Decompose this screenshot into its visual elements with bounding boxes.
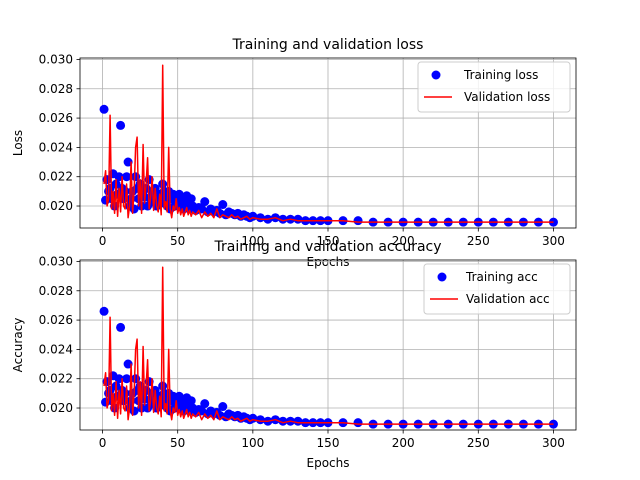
loss-train-point <box>158 179 168 189</box>
accuracy-xtick-label-1: 50 <box>170 436 185 450</box>
loss-chart-legend: Training loss Validation loss <box>417 61 571 113</box>
accuracy-train-point <box>200 399 210 409</box>
loss-legend-val-label: Validation loss <box>464 90 550 104</box>
loss-xtick-label-6: 300 <box>542 234 565 248</box>
accuracy-ytick-label-1: 0.022 <box>39 372 73 386</box>
loss-xtick-label-4: 200 <box>392 234 415 248</box>
loss-ytick-label-2: 0.024 <box>39 140 73 154</box>
accuracy-train-point <box>293 416 303 426</box>
accuracy-ytick-label-4: 0.028 <box>39 284 73 298</box>
loss-chart-title: Training and validation loss <box>232 37 424 53</box>
loss-chart-ylabel: Loss <box>11 130 25 156</box>
loss-legend-train-label: Training loss <box>463 68 538 82</box>
accuracy-chart-ylabel: Accuracy <box>11 318 25 373</box>
accuracy-train-point <box>99 306 109 316</box>
accuracy-train-point <box>255 415 265 425</box>
accuracy-ytick-label-5: 0.030 <box>39 254 73 268</box>
loss-train-point <box>116 120 126 130</box>
accuracy-chart-title: Training and validation accuracy <box>213 239 441 255</box>
accuracy-ytick-label-3: 0.026 <box>39 313 73 327</box>
loss-val-line <box>103 64 554 223</box>
loss-xtick-label-1: 50 <box>170 234 185 248</box>
loss-legend-box <box>417 61 571 113</box>
accuracy-xtick-label-4: 200 <box>392 436 415 450</box>
loss-train-point <box>200 197 210 207</box>
accuracy-ytick-label-0: 0.020 <box>39 401 73 415</box>
accuracy-train-point <box>353 418 363 428</box>
accuracy-train-point <box>116 322 126 332</box>
loss-train-point <box>99 104 109 114</box>
accuracy-chart-ticks: 0 50 100 150 200 250 300 0.020 0.022 0.024 0.026 0.… <box>39 254 565 450</box>
accuracy-ytick-label-2: 0.024 <box>39 342 73 356</box>
accuracy-chart: 0 50 100 150 200 250 300 0.020 0.022 0.024 0.026 0.… <box>11 239 577 470</box>
loss-train-point <box>255 213 265 223</box>
loss-train-point <box>278 214 288 224</box>
accuracy-chart-marks <box>99 266 558 429</box>
loss-ytick-label-1: 0.022 <box>39 170 73 184</box>
accuracy-legend-train-label: Training acc <box>465 270 538 284</box>
loss-train-point <box>353 216 363 226</box>
loss-xtick-label-3: 150 <box>317 234 340 248</box>
accuracy-train-point <box>278 416 288 426</box>
accuracy-legend-box <box>423 263 571 315</box>
accuracy-legend-val-label: Validation acc <box>466 292 550 306</box>
accuracy-chart-legend: Training acc Validation acc <box>423 263 571 315</box>
loss-xtick-label-0: 0 <box>99 234 107 248</box>
loss-train-point <box>186 194 196 204</box>
accuracy-chart-xlabel: Epochs <box>307 456 350 470</box>
loss-ytick-label-0: 0.020 <box>39 199 73 213</box>
accuracy-xtick-label-0: 0 <box>99 436 107 450</box>
accuracy-train-point <box>186 396 196 406</box>
accuracy-train-point <box>218 402 228 412</box>
loss-chart: Training and validation loss 0 50 100 150 20… <box>11 37 577 269</box>
loss-train-point <box>122 172 132 182</box>
accuracy-xtick-label-6: 300 <box>542 436 565 450</box>
loss-chart-ticks: 0 50 100 150 200 250 300 0.020 0.022 0.024 0.026 0.… <box>39 52 565 248</box>
accuracy-xtick-label-2: 100 <box>241 436 264 450</box>
accuracy-train-point <box>158 381 168 391</box>
loss-ytick-label-5: 0.030 <box>39 52 73 66</box>
loss-chart-marks <box>99 64 558 227</box>
loss-xtick-label-2: 100 <box>241 234 264 248</box>
loss-train-point <box>218 200 228 210</box>
loss-legend-train-marker <box>431 70 441 80</box>
loss-train-point <box>293 214 303 224</box>
loss-xtick-label-5: 250 <box>467 234 490 248</box>
accuracy-legend-train-marker <box>437 272 447 282</box>
loss-ytick-label-4: 0.028 <box>39 82 73 96</box>
accuracy-xtick-label-5: 250 <box>467 436 490 450</box>
accuracy-train-point <box>122 374 132 384</box>
accuracy-val-line <box>103 266 554 425</box>
accuracy-xtick-label-3: 150 <box>317 436 340 450</box>
loss-ytick-label-3: 0.026 <box>39 111 73 125</box>
